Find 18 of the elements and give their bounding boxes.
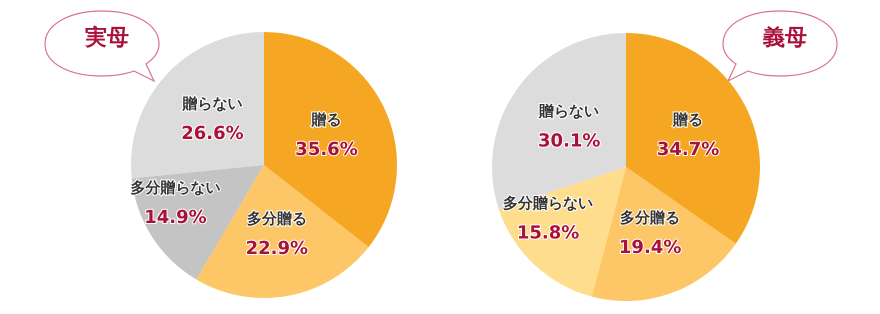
data-label: 34.7% [656,139,720,160]
chart-title: 義母 [762,26,807,50]
slice-label: 贈る [310,110,342,129]
data-label: 35.6% [295,139,358,160]
slice-label: 贈らない [181,94,242,112]
slice-label: 多分贈る [620,208,680,227]
slice-label: 多分贈る [246,209,307,228]
data-label: 15.8% [516,222,580,244]
data-label: 30.1% [538,130,600,152]
data-label: 19.4% [618,237,682,258]
chart-title: 実母 [84,24,129,50]
slice-label: 贈らない [538,102,600,120]
slice-label: 贈る [672,110,704,129]
slice-label: 多分贈らない [130,178,220,196]
data-label: 26.6% [181,122,244,144]
data-label: 22.9% [246,238,308,259]
data-label: 14.9% [144,206,207,228]
slice-label: 多分贈らない [503,194,594,212]
